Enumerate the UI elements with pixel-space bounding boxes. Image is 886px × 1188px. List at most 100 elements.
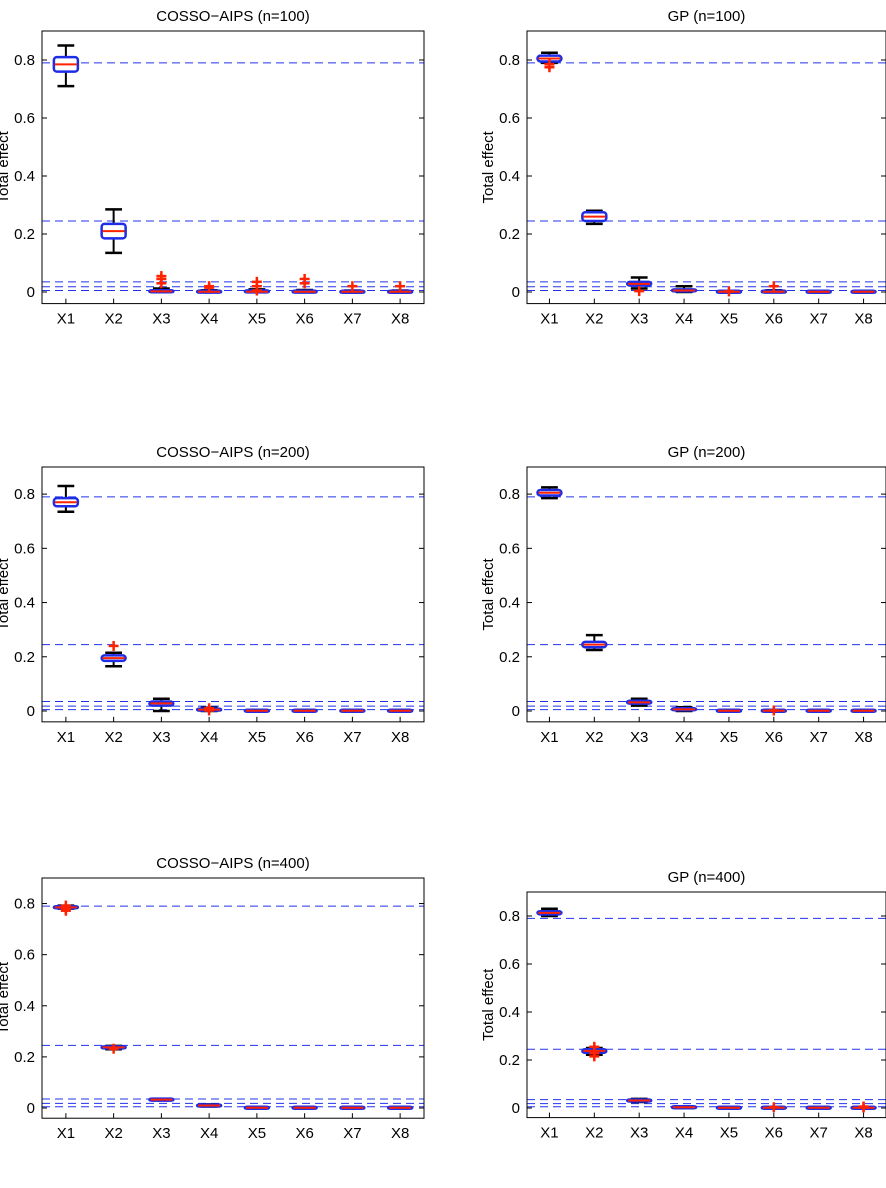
x-tick-label: X3	[630, 729, 648, 746]
y-tick-label: 0.4	[499, 168, 520, 185]
box-X1	[52, 44, 80, 88]
box-X4	[670, 1105, 698, 1110]
box-X2	[581, 1041, 608, 1062]
x-tick-label: X8	[854, 1125, 872, 1142]
box-X5	[715, 708, 743, 713]
box-X7	[339, 708, 366, 713]
box-X8	[850, 708, 877, 713]
y-tick-label: 0.8	[499, 52, 520, 69]
box-X4	[195, 281, 223, 294]
x-tick-label: X6	[765, 729, 783, 746]
x-tick-label: X7	[810, 1125, 828, 1142]
box-X1	[536, 486, 563, 500]
x-tick-label: X2	[104, 311, 122, 328]
y-tick-label: 0.6	[499, 540, 520, 557]
box-X2	[100, 1043, 127, 1054]
box-X3	[625, 276, 653, 297]
box-X8	[386, 708, 414, 713]
x-tick-label: X5	[720, 311, 738, 328]
box-X3	[625, 697, 653, 707]
y-tick-label: 0	[512, 1100, 520, 1117]
y-axis-label: Total effect	[480, 130, 497, 203]
chart-title: GP (n=200)	[668, 444, 746, 461]
x-tick-label: X5	[720, 1125, 738, 1142]
x-tick-label: X1	[57, 729, 75, 746]
x-tick-label: X3	[152, 1125, 170, 1142]
box-X5	[243, 708, 271, 713]
chart-panel-1: 0 0.2 0.4 0.6 0.8 X1 X2 X3 X4 X5 X6 X7 X8 COSSO−AIPS …	[0, 8, 425, 328]
axes-frame	[526, 466, 886, 723]
box-X3	[148, 271, 175, 294]
y-axis-label: Total effect	[0, 557, 12, 630]
box-X3	[625, 1097, 653, 1104]
x-tick-label: X7	[810, 729, 828, 746]
chart-title: GP (n=400)	[668, 869, 746, 886]
y-tick-label: 0.8	[14, 896, 35, 913]
x-tick-label: X1	[540, 311, 558, 328]
box-X4	[670, 705, 698, 713]
x-tick-label: X3	[152, 311, 170, 328]
y-tick-label: 0.2	[14, 649, 35, 666]
y-tick-label: 0.2	[499, 1052, 520, 1069]
y-tick-label: 0.4	[14, 168, 35, 185]
x-tick-label: X3	[630, 1125, 648, 1142]
y-tick-label: 0.4	[14, 998, 35, 1015]
box-X7	[805, 708, 832, 713]
chart-title: COSSO−AIPS (n=400)	[156, 855, 309, 872]
x-tick-label: X4	[200, 1125, 218, 1142]
y-axis-label: Total effect	[480, 557, 497, 630]
y-axis-label: Total effect	[0, 961, 12, 1034]
box-X6	[291, 708, 318, 713]
x-tick-label: X5	[248, 729, 266, 746]
box-X8	[850, 1101, 877, 1113]
box-X4	[195, 703, 223, 716]
x-tick-label: X7	[343, 311, 361, 328]
x-tick-label: X4	[675, 729, 693, 746]
axes-frame	[41, 30, 425, 305]
x-tick-label: X4	[675, 1125, 693, 1142]
box-X7	[339, 281, 366, 294]
box-X6	[760, 705, 788, 716]
box-X6	[291, 1105, 318, 1110]
x-tick-label: X3	[630, 311, 648, 328]
y-tick-label: 0.2	[499, 226, 520, 243]
box-X7	[805, 1105, 832, 1111]
x-tick-label: X7	[343, 729, 361, 746]
box-X6	[291, 273, 318, 294]
y-tick-label: 0.8	[499, 486, 520, 503]
x-tick-label: X6	[295, 1125, 313, 1142]
x-tick-label: X4	[200, 311, 218, 328]
y-tick-label: 0	[27, 703, 35, 720]
box-X6	[760, 281, 788, 294]
box-X6	[760, 1102, 788, 1113]
y-tick-label: 0.6	[499, 110, 520, 127]
x-tick-label: X8	[391, 1125, 409, 1142]
y-tick-label: 0.4	[14, 595, 35, 612]
y-tick-label: 0.2	[14, 226, 35, 243]
x-tick-label: X8	[854, 311, 872, 328]
chart-title: GP (n=100)	[668, 8, 746, 25]
y-tick-label: 0	[512, 703, 520, 720]
y-tick-label: 0.6	[499, 956, 520, 973]
y-tick-label: 0.8	[14, 486, 35, 503]
y-tick-label: 0.8	[14, 52, 35, 69]
x-tick-label: X2	[104, 729, 122, 746]
x-tick-label: X4	[200, 729, 218, 746]
box-X5	[243, 1105, 271, 1110]
x-tick-label: X2	[104, 1125, 122, 1142]
x-tick-label: X4	[675, 311, 693, 328]
box-X8	[850, 289, 877, 294]
y-tick-label: 0.2	[14, 1049, 35, 1066]
x-tick-label: X1	[57, 311, 75, 328]
y-tick-label: 0.6	[14, 947, 35, 964]
box-X4	[670, 284, 698, 294]
box-X4	[195, 1103, 223, 1108]
y-tick-label: 0	[27, 284, 35, 301]
chart-title: COSSO−AIPS (n=200)	[156, 444, 309, 461]
x-tick-label: X6	[765, 1125, 783, 1142]
box-X5	[715, 286, 743, 297]
x-tick-label: X1	[540, 729, 558, 746]
x-tick-label: X2	[585, 1125, 603, 1142]
